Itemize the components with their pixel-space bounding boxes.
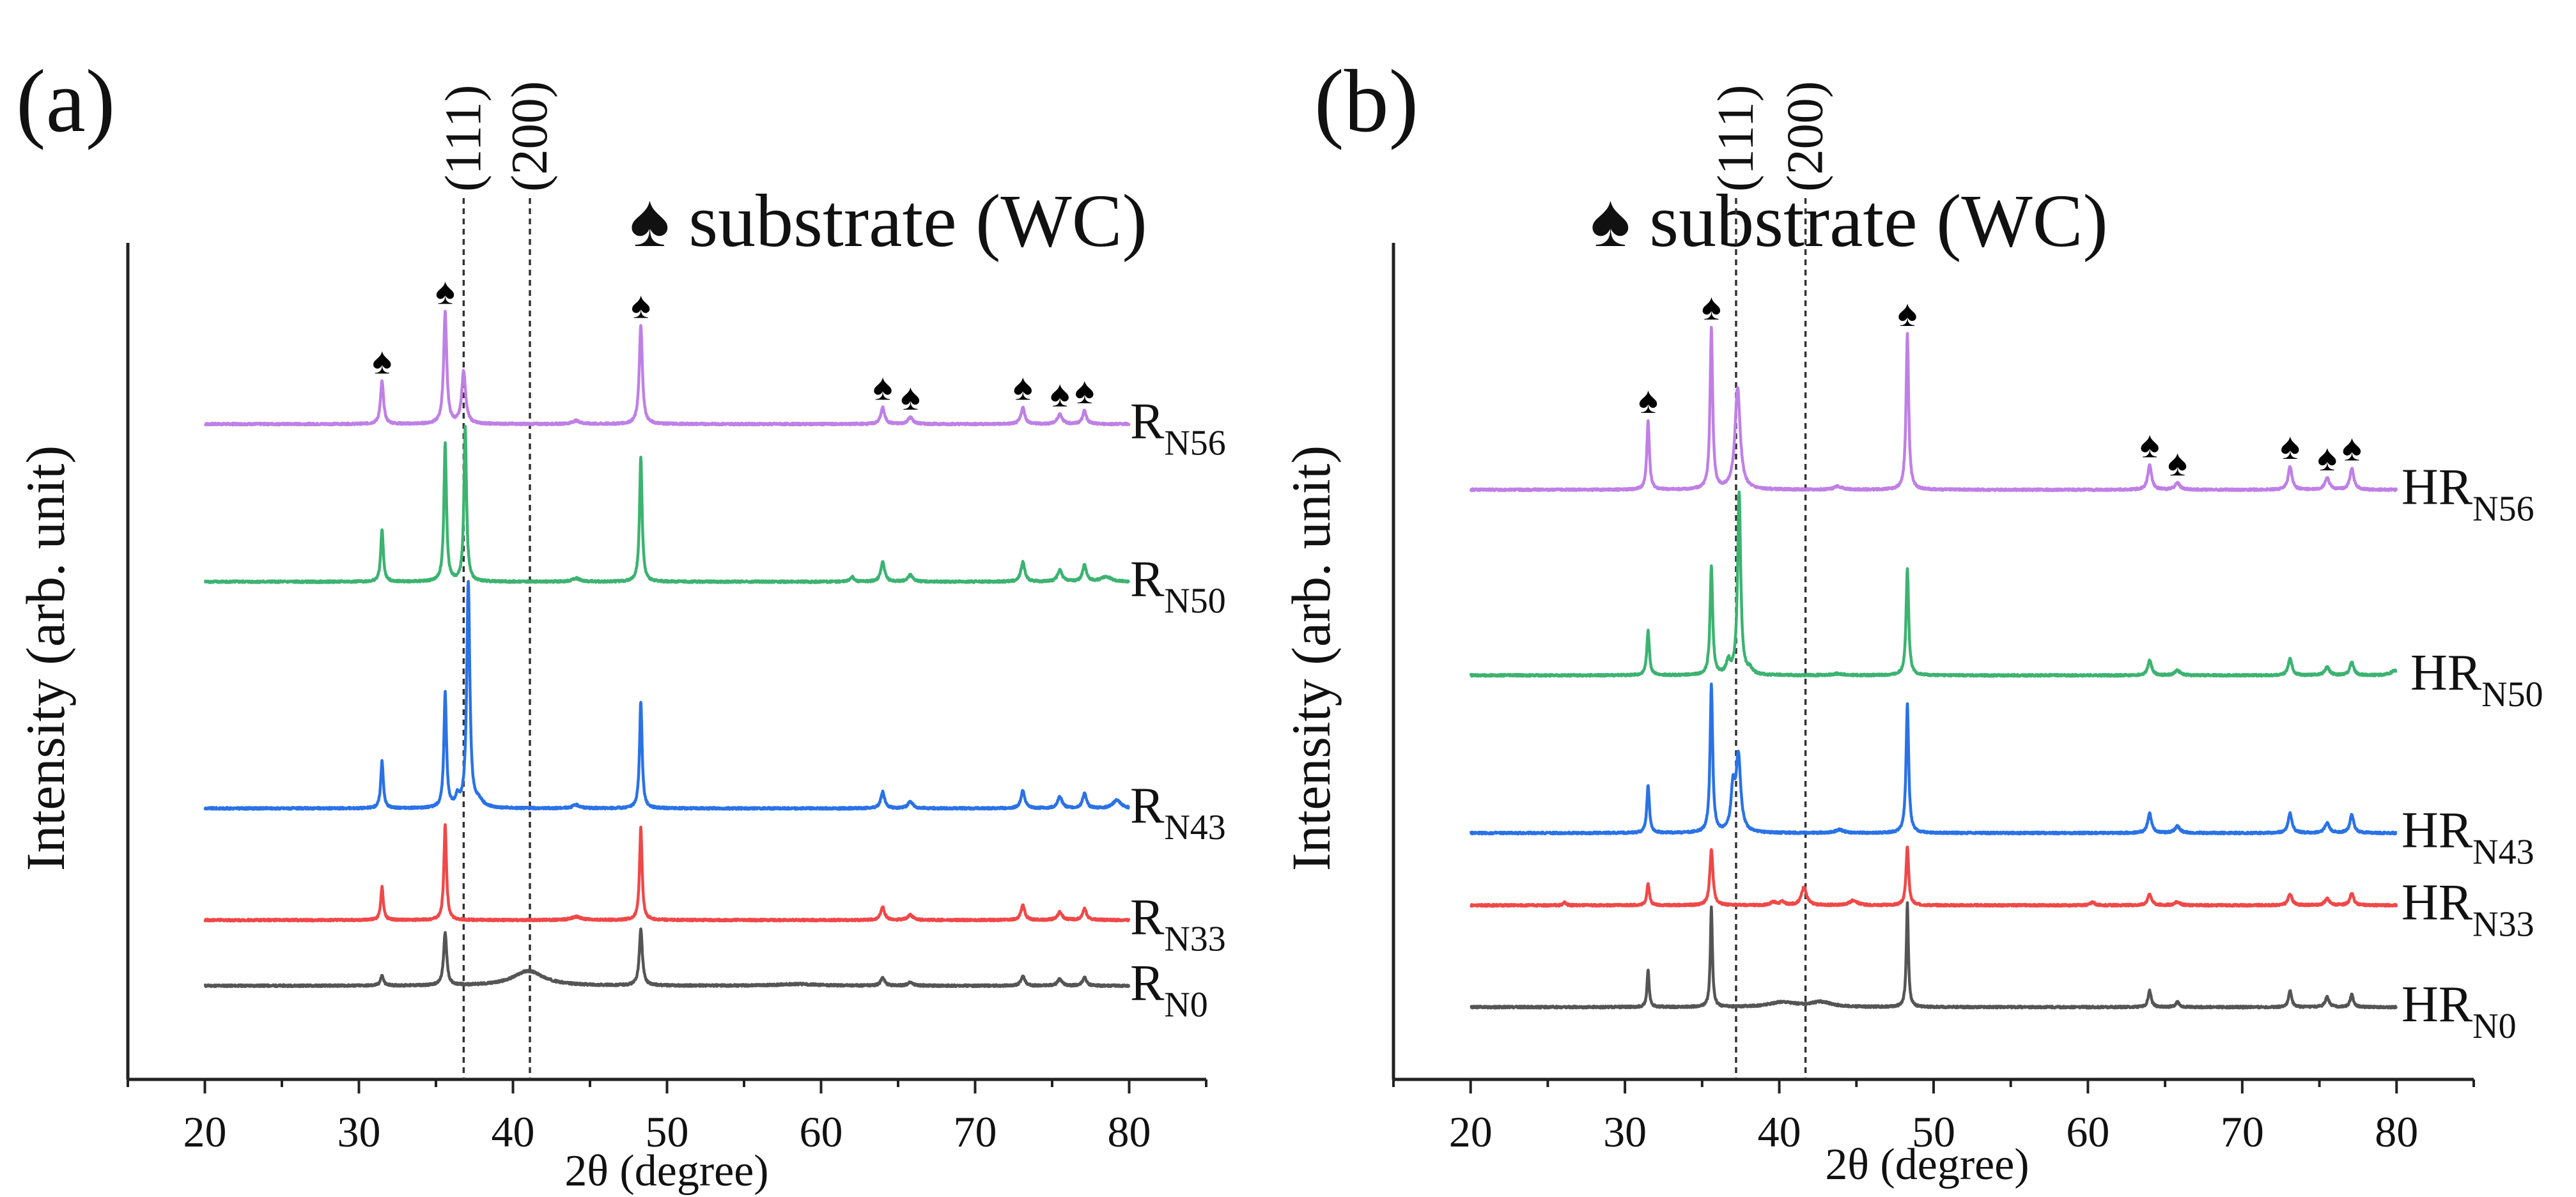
x-tick-label: 80 [2375,1108,2418,1156]
spade-marker-icon: ♠ [1898,293,1918,334]
spade-marker-icon: ♠ [1638,380,1658,421]
series-label-subscript: N0 [1164,985,1207,1025]
spade-marker-icon: ♠ [2342,428,2362,469]
series-line-RN43 [203,580,1131,811]
series-line-HRN0 [1469,901,2398,1010]
x-tick-label: 70 [954,1108,997,1156]
spade-marker-icon: ♠ [1075,370,1094,412]
series-label-main: HR [2401,977,2473,1033]
series-label-main: R [1130,778,1165,834]
spade-marker-icon: ♠ [2317,437,2337,479]
series-line-RN50 [203,424,1131,585]
series-label-subscript: N50 [2481,675,2543,714]
series-label: HRN33 [2401,875,2534,945]
series-label: RN0 [1130,955,1208,1025]
series-label: HRN56 [2401,459,2534,529]
spade-icon: ♠ [630,179,670,263]
legend: ♠ substrate (WC) [630,179,1147,263]
x-axis-label: 2θ (degree) [1825,1140,2029,1189]
reference-line-label: (200) [1778,81,1834,192]
x-tick-label: 60 [2066,1108,2109,1156]
series-label-subscript: N43 [1164,808,1225,847]
spade-marker-icon: ♠ [873,367,892,408]
series-label-subscript: N43 [2472,833,2534,872]
series-label-main: R [1130,890,1165,946]
series-label: HRN50 [2410,645,2543,714]
series-line-RN0 [203,927,1131,989]
series-label-main: R [1130,394,1165,450]
series-label-main: HR [2410,645,2482,701]
spade-marker-icon: ♠ [2168,442,2187,484]
series-line-HRN50 [1469,490,2398,678]
series-line-HRN56 [1469,325,2398,493]
x-tick-label: 30 [338,1108,381,1156]
spade-marker-icon: ♠ [372,341,392,382]
x-tick-label: 40 [1758,1108,1801,1156]
x-tick-label: 80 [1108,1108,1151,1156]
series-line-HRN43 [1469,683,2398,836]
spade-marker-icon: ♠ [1702,286,1721,328]
panel-label: (a) [16,52,115,151]
series-label-subscript: N33 [1164,920,1225,959]
series-label: HRN0 [2401,977,2517,1046]
series-line-RN56 [203,309,1131,427]
reference-line-label: (200) [502,81,558,192]
legend: ♠ substrate (WC) [1590,179,2108,263]
x-tick-label: 70 [2221,1108,2264,1156]
x-tick-label: 50 [646,1108,689,1156]
series-label: RN43 [1130,778,1226,847]
series-label: HRN43 [2401,803,2534,872]
x-tick-label: 20 [1449,1108,1493,1156]
series-label-subscript: N56 [1164,424,1225,463]
panel-b: (b) ♠ substrate (WC) 2θ (degree) Intensi… [1280,52,2543,1189]
series-label-subscript: N56 [2472,489,2534,529]
series-label: RN33 [1130,890,1226,959]
legend-text: substrate (WC) [1649,179,2108,263]
series-line-RN33 [203,823,1131,923]
spade-icon: ♠ [1590,179,1631,263]
x-axis-label: 2θ (degree) [564,1147,768,1196]
x-tick-label: 60 [800,1108,843,1156]
series-label-main: HR [2401,459,2473,515]
spade-marker-icon: ♠ [631,284,651,326]
reference-line-label: (111) [1708,85,1764,192]
x-tick-label: 40 [492,1108,535,1156]
x-tick-label: 20 [183,1108,227,1156]
y-axis-label: Intensity (arb. unit) [15,445,76,871]
spade-marker-icon: ♠ [2280,426,2300,467]
series-line-HRN33 [1469,846,2398,908]
series-label-main: R [1130,551,1165,607]
legend-text: substrate (WC) [688,179,1147,263]
series-label: RN50 [1130,551,1226,621]
series-label-main: R [1130,955,1165,1012]
spade-marker-icon: ♠ [2140,424,2160,466]
x-tick-label: 30 [1603,1108,1647,1156]
series-label-main: HR [2401,803,2473,859]
spade-marker-icon: ♠ [435,270,455,312]
x-tick-label: 50 [1912,1108,1955,1156]
spade-marker-icon: ♠ [1050,373,1070,415]
series-label-subscript: N33 [2472,905,2534,945]
series-label-subscript: N0 [2472,1007,2516,1046]
y-axis-label: Intensity (arb. unit) [1280,445,1342,871]
spade-marker-icon: ♠ [901,376,920,418]
reference-line-label: (111) [435,85,492,192]
spade-marker-icon: ♠ [1013,367,1033,408]
series-label-subscript: N50 [1164,581,1225,621]
panel-label: (b) [1314,52,1418,151]
series-label-main: HR [2401,875,2473,931]
panel-a: (a) ♠ substrate (WC) 2θ (degree) Intensi… [15,52,1226,1196]
series-label: RN56 [1130,394,1226,463]
